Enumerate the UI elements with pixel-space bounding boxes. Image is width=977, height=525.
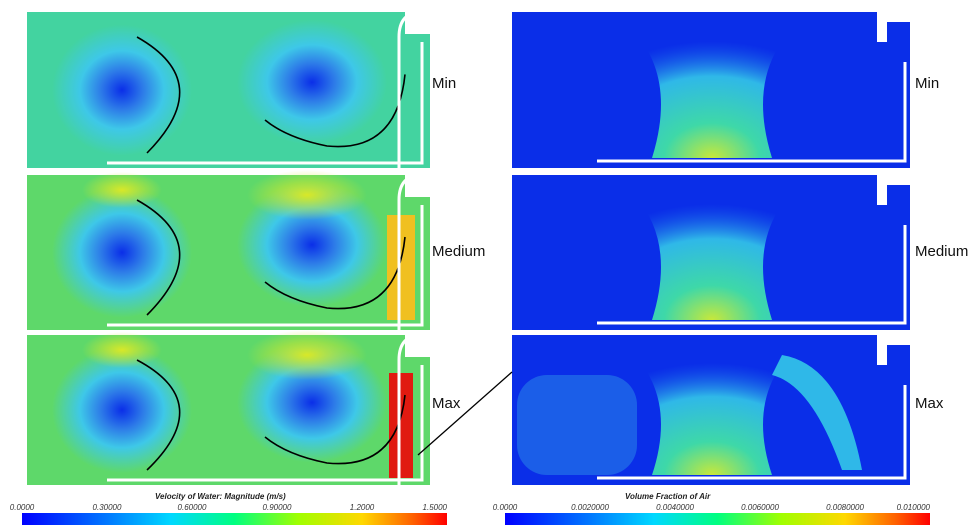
panel-label: Min <box>915 75 939 92</box>
colorbar-title: Velocity of Water: Magnitude (m/s) <box>155 492 286 501</box>
high-velocity <box>247 170 367 220</box>
colorbar <box>22 513 447 525</box>
nozzle <box>405 175 430 197</box>
colorbar-tick: 0.010000 <box>897 503 931 512</box>
pointer-line <box>418 372 512 455</box>
colorbar-tick: 0.90000 <box>263 503 292 512</box>
panel-label: Max <box>432 395 461 412</box>
colorbar-tick: 0.0020000 <box>571 503 609 512</box>
air-region <box>517 375 637 475</box>
colorbar-tick: 0.0060000 <box>741 503 779 512</box>
jet <box>387 215 415 320</box>
vortex <box>52 24 192 155</box>
colorbar-title: Volume Fraction of Air <box>625 492 711 501</box>
nozzle-inner <box>887 22 910 62</box>
colorbar-tick: 0.30000 <box>93 503 122 512</box>
panel-label: Min <box>432 75 456 92</box>
panel-label: Max <box>915 395 944 412</box>
colorbar-tick: 0.0000 <box>10 503 35 512</box>
vortex <box>237 20 387 145</box>
colorbar-tick: 0.0000 <box>493 503 518 512</box>
figure: Min Min Medium Medium Max Max Velocity of Wat… <box>0 0 977 525</box>
colorbar-tick: 1.5000 <box>423 503 448 512</box>
high-velocity <box>247 330 367 380</box>
nozzle <box>405 12 430 34</box>
nozzle-inner <box>887 345 910 385</box>
jet <box>389 373 413 478</box>
colorbar-tick: 0.60000 <box>178 503 207 512</box>
colorbar-tick: 0.0080000 <box>826 503 864 512</box>
colorbar <box>505 513 930 525</box>
high-velocity <box>82 332 162 368</box>
panel-label: Medium <box>432 243 485 260</box>
colorbars: Velocity of Water: Magnitude (m/s) 0.0000… <box>10 492 931 525</box>
colorbar-tick: 0.0040000 <box>656 503 694 512</box>
panel-label: Medium <box>915 243 968 260</box>
nozzle <box>405 335 430 357</box>
colorbar-tick: 1.2000 <box>350 503 375 512</box>
high-velocity <box>82 172 162 208</box>
nozzle-inner <box>887 185 910 225</box>
